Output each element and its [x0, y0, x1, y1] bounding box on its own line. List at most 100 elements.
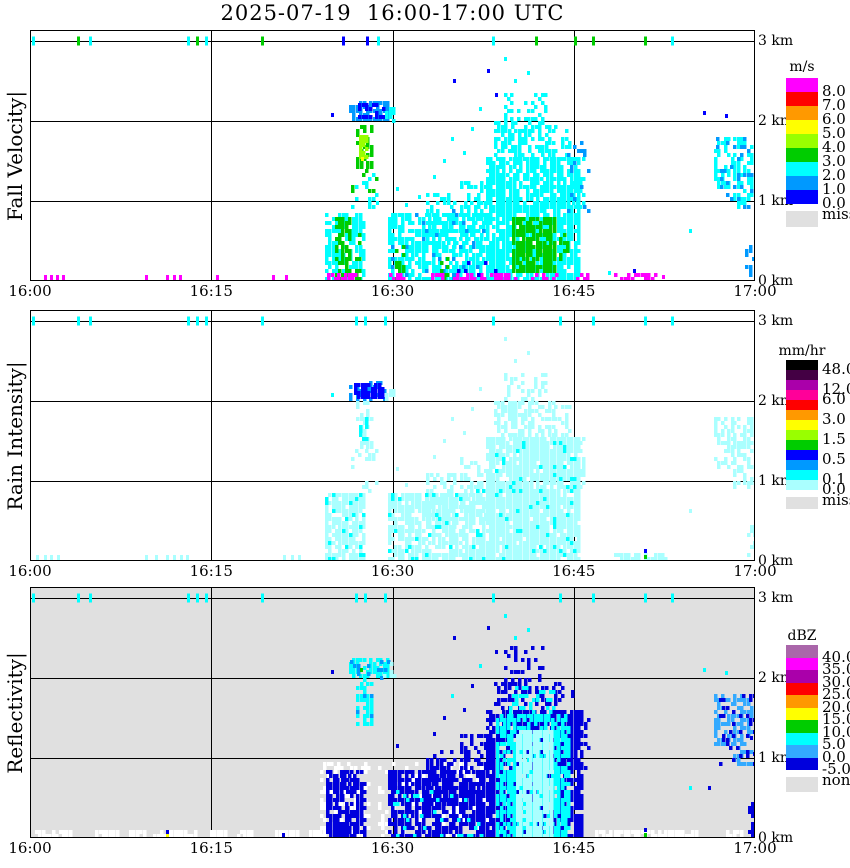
reflectivity-legend-value-4: 20.0: [822, 697, 850, 716]
reflectivity-legend-swatch-9: [786, 757, 818, 770]
time-label-1630: 16:30: [370, 282, 415, 300]
reflectivity-legend-swatch-6: [786, 720, 818, 733]
reflectivity-legend-value-8: 0.0: [822, 747, 846, 766]
fall-velocity-plot-area: [30, 30, 755, 281]
fall-velocity-legend-swatch-8: [786, 190, 818, 204]
rain-intensity-legend-swatch-9: [786, 450, 818, 460]
fall-velocity-legend-swatch-0: [786, 78, 818, 92]
time-label-1645: 16:45: [552, 562, 596, 580]
height-label-0km: 0 km: [758, 553, 794, 569]
reflectivity-legend-swatch-2: [786, 670, 818, 683]
rain-intensity-legend-swatch-12: [786, 480, 818, 490]
fall-velocity-legend-value-5: 3.0: [822, 152, 846, 170]
fall-velocity-legend-swatch-1: [786, 92, 818, 106]
fall-velocity-legend-value-1: 7.0: [822, 96, 846, 114]
reflectivity-plot-area: [30, 587, 755, 838]
time-label-1700: 17:00: [733, 282, 777, 300]
height-label-3km: 3 km: [758, 33, 794, 49]
rain-intensity-legend-swatch-6: [786, 420, 818, 430]
time-label-1630: 16:30: [370, 562, 415, 580]
reflectivity-legend-swatch-1: [786, 657, 818, 670]
fall-velocity-legend-swatch-7: [786, 176, 818, 190]
reflectivity-legend-miss-swatch: [786, 777, 818, 792]
fall-velocity-axis-label: Fall Velocity|: [3, 90, 27, 221]
time-label-1615: 16:15: [189, 282, 233, 300]
time-label-1700: 17:00: [733, 839, 777, 857]
rain-intensity-legend-unit: mm/hr: [778, 343, 826, 359]
rain-intensity-legend-swatch-2: [786, 380, 818, 390]
reflectivity-legend-value-2: 30.0: [822, 672, 850, 691]
reflectivity-legend-swatch-5: [786, 707, 818, 720]
reflectivity-legend-value-7: 5.0: [822, 735, 846, 753]
fall-velocity-legend-swatch-6: [786, 162, 818, 176]
time-label-1645: 16:45: [552, 282, 596, 300]
rain-intensity-legend-value-9: 0.5: [822, 450, 846, 468]
rain-intensity-legend-swatch-7: [786, 430, 818, 440]
rain-intensity-plot-area: [30, 310, 755, 561]
rain-intensity-legend-value-5: 3.0: [822, 410, 846, 428]
time-label-1615: 16:15: [189, 839, 233, 857]
fall-velocity-legend-value-4: 4.0: [822, 138, 846, 156]
reflectivity-legend-value-0: 40.0: [822, 647, 850, 666]
fall-velocity-legend-miss-swatch: [786, 211, 818, 227]
fall-velocity-legend-value-7: 1.0: [822, 180, 846, 198]
height-label-0km: 0 km: [758, 830, 794, 846]
rain-intensity-legend-swatch-8: [786, 440, 818, 450]
rain-intensity-legend-value-12: 0.0: [822, 480, 846, 498]
figure-title: 2025-07-19 16:00-17:00 UTC: [220, 1, 565, 25]
fall-velocity-legend-value-6: 2.0: [822, 166, 846, 184]
fall-velocity-legend-swatch-5: [786, 148, 818, 162]
reflectivity-legend-unit: dBZ: [787, 628, 817, 644]
reflectivity-axis-label: Reflectivity|: [3, 651, 27, 774]
height-label-3km: 3 km: [758, 590, 794, 606]
reflectivity-legend-value-5: 15.0: [822, 710, 850, 728]
reflectivity-legend-swatch-4: [786, 695, 818, 708]
rain-intensity-legend-swatch-11: [786, 470, 818, 480]
fall-velocity-legend-miss-label: miss: [822, 205, 850, 223]
rain-intensity-legend-value-11: 0.1: [822, 470, 846, 488]
height-label-1km: 1 km: [758, 473, 794, 489]
height-label-2km: 2 km: [758, 393, 794, 409]
height-label-1km: 1 km: [758, 193, 794, 209]
fall-velocity-legend-swatch-4: [786, 134, 818, 148]
reflectivity-legend-value-3: 25.0: [822, 685, 850, 703]
reflectivity-legend-miss-label: none: [822, 771, 850, 789]
fall-velocity-legend-swatch-3: [786, 120, 818, 134]
fall-velocity-legend-value-3: 5.0: [822, 124, 846, 142]
reflectivity-legend-value-1: 35.0: [822, 660, 850, 678]
rain-intensity-legend-swatch-10: [786, 460, 818, 470]
fall-velocity-legend-value-8: 0.0: [822, 194, 846, 212]
rain-intensity-axis-label: Rain Intensity|: [3, 360, 27, 511]
time-label-1600: 16:00: [8, 562, 52, 580]
height-label-1km: 1 km: [758, 750, 794, 766]
rain-intensity-legend-miss-swatch: [786, 497, 818, 509]
rain-intensity-legend-swatch-1: [786, 370, 818, 380]
time-label-1615: 16:15: [189, 562, 233, 580]
rain-intensity-legend-swatch-4: [786, 400, 818, 410]
reflectivity-legend-swatch-3: [786, 682, 818, 695]
reflectivity-legend-value-6: 10.0: [822, 722, 850, 741]
rain-intensity-legend-value-3: 6.0: [822, 390, 846, 408]
rain-intensity-legend-swatch-3: [786, 390, 818, 400]
time-label-1600: 16:00: [8, 839, 52, 857]
rain-intensity-legend-swatch-5: [786, 410, 818, 420]
fall-velocity-legend-unit: m/s: [789, 59, 815, 75]
rain-intensity-legend-miss-label: miss: [822, 491, 850, 509]
height-label-0km: 0 km: [758, 273, 794, 289]
reflectivity-legend-value-9: -5.0: [822, 760, 850, 778]
rain-intensity-legend-value-2: 12.0: [822, 380, 850, 398]
reflectivity-legend-swatch-7: [786, 732, 818, 745]
time-label-1600: 16:00: [8, 282, 52, 300]
time-label-1700: 17:00: [733, 562, 777, 580]
rain-intensity-legend-value-7: 1.5: [822, 430, 846, 448]
height-label-3km: 3 km: [758, 313, 794, 329]
reflectivity-legend-swatch-8: [786, 745, 818, 758]
height-label-2km: 2 km: [758, 670, 794, 686]
rain-intensity-legend-value-0: 48.0: [822, 360, 850, 378]
fall-velocity-legend-value-0: 8.0: [822, 82, 846, 100]
reflectivity-legend-swatch-0: [786, 645, 818, 658]
fall-velocity-legend-swatch-2: [786, 106, 818, 120]
fall-velocity-legend-value-2: 6.0: [822, 110, 846, 128]
height-label-2km: 2 km: [758, 113, 794, 129]
